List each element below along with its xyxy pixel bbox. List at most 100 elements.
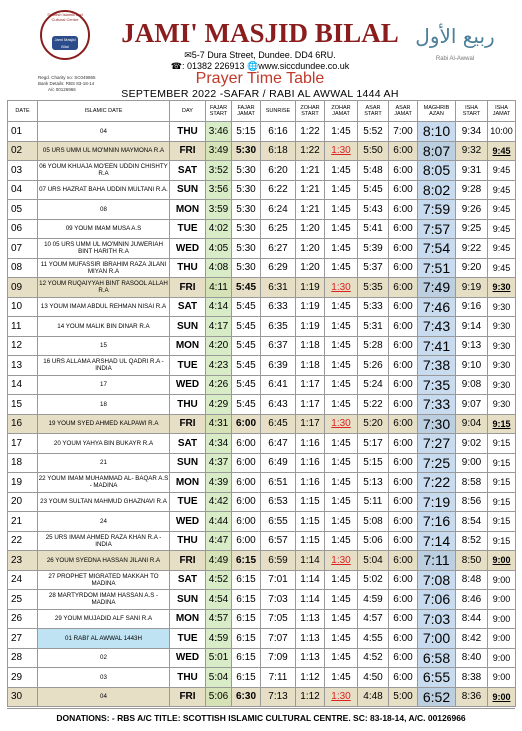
column-header: DAY [169, 100, 206, 122]
table-row: 27 01 RABI' AL AWWAL 1443H TUE 4:59 6:15 7:07… [7, 628, 516, 649]
cell: 9:30 [487, 296, 516, 317]
cell: 9:00 [487, 628, 516, 649]
column-header: ZOHAR JAMAT [324, 100, 358, 122]
cell: 03 [7, 160, 38, 181]
cell: 6:00 [231, 433, 261, 454]
cell: 19 YOUM SYED AHMED KALPAWI R.A [37, 413, 170, 434]
cell: 5:28 [357, 335, 389, 356]
cell: 8:54 [455, 511, 488, 532]
cell: 1:45 [324, 433, 358, 454]
cell: 7:08 [417, 569, 456, 590]
cell: 9:08 [455, 374, 488, 395]
cell: 1:30 [324, 550, 358, 571]
cell: 11 YOUM MUFASSIR IBRAHIM RAZA JILANI MIY… [37, 257, 170, 278]
cell: 1:45 [324, 257, 358, 278]
cell: 1:45 [324, 647, 358, 668]
cell: 21 [37, 452, 170, 473]
cell: 6:00 [388, 667, 418, 688]
table-row: 28 02 WED 5:01 6:15 7:09 1:13 1:45 4:52 6:00 6:58 8… [7, 647, 516, 668]
cell: 8:58 [455, 472, 488, 493]
cell: 04 [37, 121, 170, 142]
cell: 29 YOUM MUJADID ALF SANI R.A [37, 608, 170, 629]
cell: 9:15 [487, 413, 516, 434]
cell: 12 [7, 335, 38, 356]
header-row: DATE ISLAMIC DATE DAY FAJAR START FAJAR JAMA… [7, 100, 516, 122]
cell: 4:59 [357, 589, 389, 610]
cell: 6:00 [388, 238, 418, 259]
cell: WED [169, 374, 206, 395]
title: JAMI' MASJID BILAL [121, 18, 399, 48]
cell: 9:45 [487, 199, 516, 220]
cell: 9:15 [487, 433, 516, 454]
cell: 6:00 [388, 608, 418, 629]
cell: 1:15 [295, 530, 325, 551]
cell: 25 URS IMAM AHMED RAZA KHAN R.A - INDIA [37, 530, 170, 551]
cell: 1:18 [295, 355, 325, 376]
cell: 09 [7, 277, 38, 298]
cell: 9:30 [487, 394, 516, 415]
cell: 5:15 [231, 121, 261, 142]
cell: 5:30 [231, 238, 261, 259]
cell: 6:00 [388, 394, 418, 415]
cell: 1:22 [295, 140, 325, 161]
cell: 1:19 [295, 316, 325, 337]
cell: 08 [37, 199, 170, 220]
cell: 1:45 [324, 589, 358, 610]
cell: 1:45 [324, 238, 358, 259]
cell: 1:45 [324, 296, 358, 317]
cell: 8:50 [455, 550, 488, 571]
cell: 1:19 [295, 296, 325, 317]
cell: 24 [7, 569, 38, 590]
cell: 6:41 [260, 374, 296, 395]
table-row: 30 04 FRI 5:06 6:30 7:13 1:12 1:30 4:48 5:00 6:52 8… [7, 686, 516, 707]
cell: 7:03 [260, 589, 296, 610]
cell: 5:30 [231, 257, 261, 278]
cell: 5:00 [388, 686, 418, 707]
cell: 7:59 [417, 199, 456, 220]
cell: 1:45 [324, 218, 358, 239]
cell: FRI [169, 550, 206, 571]
cell: 6:35 [260, 316, 296, 337]
cell: 09 YOUM IMAM MUSA A.S [37, 218, 170, 239]
cell: 4:57 [357, 608, 389, 629]
cell: 5:45 [231, 296, 261, 317]
cell: 7:57 [417, 218, 456, 239]
charity: Regd. Charity no: SC049865 [38, 75, 96, 80]
cell: 21 [7, 511, 38, 532]
cell: 8:05 [417, 160, 456, 181]
cell: 5:30 [231, 179, 261, 200]
cell: 9:45 [487, 160, 516, 181]
cell: MON [169, 472, 206, 493]
logo: Scottish Islamic and Cultural Centre Jami… [40, 10, 90, 60]
cell: 17 [7, 433, 38, 454]
cell: 4:37 [205, 452, 232, 473]
cell: 6:00 [231, 452, 261, 473]
cell: 9:34 [455, 121, 488, 142]
cell: 1:45 [324, 452, 358, 473]
cell: 5:11 [357, 491, 389, 512]
cell: 7:38 [417, 355, 456, 376]
cell: 9:00 [487, 589, 516, 610]
cell: THU [169, 121, 206, 142]
cell: 8:52 [455, 530, 488, 551]
cell: 01 [7, 121, 38, 142]
cell: 4:52 [205, 569, 232, 590]
cell: 9:00 [455, 452, 488, 473]
cell: 11 [7, 316, 38, 337]
table-row: 22 25 URS IMAM AHMED RAZA KHAN R.A - INDI… [7, 530, 516, 551]
cell: 01 RABI' AL AWWAL 1443H [37, 628, 170, 649]
cell: 6:18 [260, 140, 296, 161]
cell: THU [169, 530, 206, 551]
cell: 05 URS UMM UL MO'MNIN MAYMONA R.A [37, 140, 170, 161]
cell: 6:51 [260, 472, 296, 493]
cell: 15 [37, 335, 170, 356]
cell: 4:08 [205, 257, 232, 278]
cell: 6:00 [388, 511, 418, 532]
cell: 8:07 [417, 140, 456, 161]
cell: 9:45 [487, 179, 516, 200]
cell: 4:05 [205, 238, 232, 259]
cell: 8:40 [455, 647, 488, 668]
cell: 7:46 [417, 296, 456, 317]
cell: 7:33 [417, 394, 456, 415]
cell: 5:43 [357, 199, 389, 220]
